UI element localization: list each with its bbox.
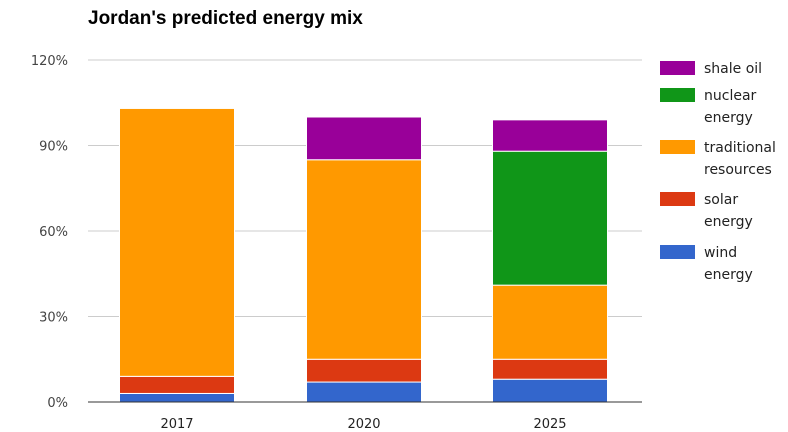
legend-label: solar energy	[704, 192, 753, 230]
chart-title: Jordan's predicted energy mix	[88, 8, 363, 29]
bar-segment-solar-energy-2020	[306, 358, 422, 383]
bar-segment-traditional-resources-2020	[306, 159, 422, 360]
legend-label: traditional resources	[704, 140, 776, 178]
y-tick-label: 120%	[31, 54, 68, 69]
bar-segment-traditional-resources-2025	[492, 284, 608, 360]
legend-swatch	[660, 245, 695, 259]
legend-label: nuclear energy	[704, 88, 757, 126]
legend-swatch	[660, 140, 695, 154]
y-tick-label: 60%	[39, 225, 68, 240]
bar-segment-wind-energy-2020	[306, 381, 422, 403]
bar-segment-shale-oil-2025	[492, 119, 608, 152]
legend-swatch	[660, 88, 695, 102]
bar-segment-solar-energy-2017	[119, 375, 235, 394]
legend-swatch	[660, 61, 695, 75]
bar-segment-wind-energy-2017	[119, 392, 235, 403]
bar-segment-solar-energy-2025	[492, 358, 608, 380]
x-tick-label: 2020	[347, 417, 380, 432]
y-tick-label: 30%	[39, 311, 68, 326]
bar-segment-wind-energy-2025	[492, 378, 608, 403]
y-tick-label: 0%	[47, 396, 68, 411]
bar-segment-shale-oil-2020	[306, 116, 422, 161]
legend-swatch	[660, 192, 695, 206]
x-tick-label: 2025	[533, 417, 566, 432]
bar-segment-nuclear-energy-2025	[492, 150, 608, 286]
legend-label: wind energy	[704, 245, 753, 283]
bar-segment-traditional-resources-2017	[119, 107, 235, 377]
legend-label: shale oil	[704, 61, 762, 77]
x-tick-label: 2017	[160, 417, 193, 432]
y-tick-label: 90%	[39, 140, 68, 155]
